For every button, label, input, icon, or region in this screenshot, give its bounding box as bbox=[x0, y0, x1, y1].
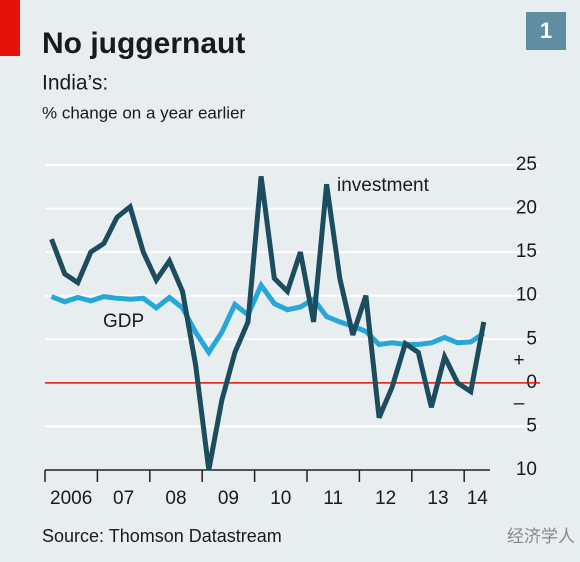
chart-title: No juggernaut bbox=[42, 27, 245, 60]
watermark: 经济学人 bbox=[507, 527, 575, 547]
x-tick-label: 13 bbox=[427, 488, 448, 509]
subtitle: India’s: bbox=[42, 72, 108, 95]
y-tick-label: 10 bbox=[516, 285, 537, 306]
series-line bbox=[49, 175, 487, 471]
x-tick-label: 2006 bbox=[50, 488, 92, 509]
sign-minus: – bbox=[514, 393, 525, 414]
y-tick-label: 15 bbox=[516, 241, 537, 262]
x-tick-label: 08 bbox=[165, 488, 186, 509]
y-tick-label: 5 bbox=[526, 328, 537, 349]
badge: 1 bbox=[540, 18, 552, 43]
x-tick-label: 12 bbox=[375, 488, 396, 509]
series-label: GDP bbox=[103, 311, 144, 332]
sign-plus: + bbox=[513, 350, 524, 371]
y-tick-label: 25 bbox=[516, 154, 537, 175]
y-label: % change on a year earlier bbox=[42, 103, 246, 122]
badge-box bbox=[526, 12, 566, 50]
x-tick-label: 09 bbox=[218, 488, 239, 509]
series-line bbox=[50, 280, 486, 357]
x-tick-label: 07 bbox=[113, 488, 134, 509]
y-tick-label: 10 bbox=[516, 459, 537, 480]
y-tick-label: 5 bbox=[526, 415, 537, 436]
red-tag bbox=[0, 0, 20, 56]
x-tick-label: 11 bbox=[323, 488, 343, 509]
series-label: investment bbox=[337, 175, 430, 196]
y-tick-label: 20 bbox=[516, 198, 537, 219]
source: Source: Thomson Datastream bbox=[42, 526, 282, 546]
x-tick-label: 10 bbox=[270, 488, 291, 509]
x-tick-label: 14 bbox=[467, 488, 489, 509]
